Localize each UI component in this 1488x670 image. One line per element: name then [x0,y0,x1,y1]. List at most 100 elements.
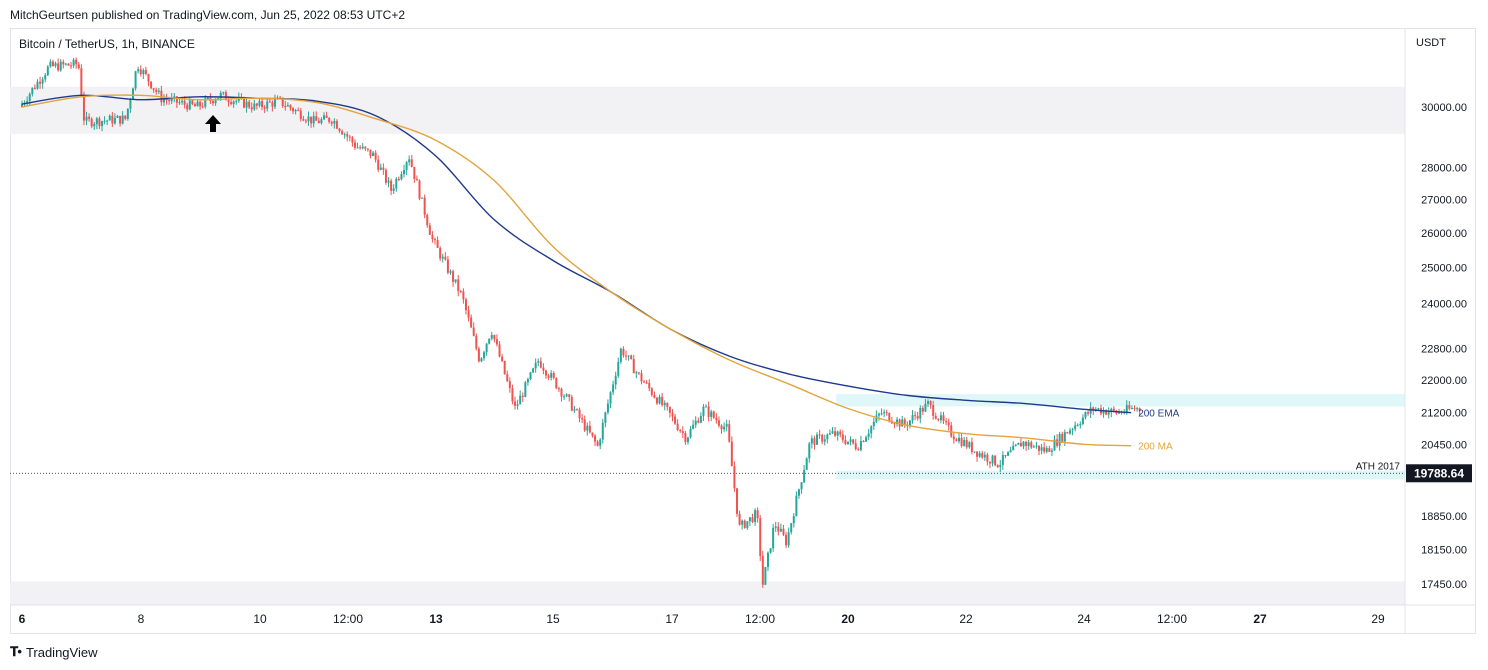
candle-body-419 [1102,410,1105,414]
x-tick-label: 13 [429,612,443,626]
candle-body-153 [415,178,418,181]
candle-body-39 [121,115,124,124]
candle-body-13 [54,63,57,66]
candle-body-17 [64,63,67,65]
candle-body-243 [648,382,651,389]
candle-body-212 [568,394,571,398]
candle-body-167 [452,271,455,282]
candle-body-49 [147,74,150,82]
candle-body-193 [519,395,522,405]
candle-body-133 [364,146,367,149]
candle-body-379 [999,464,1002,468]
candle-body-125 [343,134,346,136]
candle-body-214 [573,409,576,411]
candle-body-357 [942,415,945,421]
current-price-label: 19788.64 [1414,466,1464,480]
candle-body-216 [578,409,581,419]
series-label-0: 200 EMA [1138,409,1179,420]
candle-body-263 [699,415,702,423]
candle-body-273 [725,424,728,427]
candle-body-97 [271,102,274,107]
candle-body-42 [129,99,132,109]
candle-body-203 [544,370,547,376]
candle-body-363 [957,437,960,442]
candle-body-197 [529,372,532,380]
candle-body-237 [632,359,635,374]
candle-body-189 [508,381,511,389]
candle-body-150 [408,159,411,163]
candle-body-297 [787,532,790,546]
candle-body-299 [792,516,795,524]
candle-body-236 [630,355,633,360]
candle-body-403 [1061,433,1064,442]
candle-body-165 [446,259,449,273]
candle-body-364 [960,437,963,446]
candle-body-137 [374,152,377,160]
candle-body-317 [839,431,842,435]
zone-support-1 [10,581,1405,605]
candle-body-242 [645,382,648,384]
candle-body-134 [366,148,369,150]
candle-body-298 [790,523,793,533]
candle-body-151 [410,159,413,167]
candle-body-112 [310,116,313,124]
candle-body-7 [39,81,42,84]
candle-body-241 [643,381,646,383]
candle-body-43 [131,88,134,100]
candle-body-57 [168,100,171,102]
y-tick-label: 24000.00 [1421,298,1467,310]
candle-body-22 [77,64,80,69]
candle-body-428 [1125,405,1128,413]
candle-body-342 [903,419,906,426]
candle-body-288 [764,566,767,585]
candle-body-75 [214,100,217,104]
y-tick-label: 28000.00 [1421,163,1467,175]
candle-body-412 [1084,412,1087,418]
candle-body-145 [395,178,398,189]
candle-body-244 [650,388,653,395]
candle-body-410 [1079,424,1082,426]
candle-body-32 [103,120,106,122]
candle-body-146 [397,178,400,180]
x-tick-label: 15 [546,612,560,626]
candle-body-139 [379,167,382,170]
candle-body-321 [849,439,852,442]
candle-body-47 [142,70,145,75]
candle-body-33 [106,120,109,122]
chart-frame[interactable] [10,28,1476,634]
x-tick-label: 29 [1371,612,1385,626]
candle-body-231 [617,361,620,376]
candle-body-143 [390,180,393,191]
y-tick-label: 30000.00 [1421,102,1467,114]
candle-body-232 [619,348,622,362]
candle-body-397 [1045,448,1048,452]
candle-body-414 [1089,407,1092,414]
candle-body-209 [560,388,563,397]
candle-body-350 [924,403,927,412]
candle-body-20 [72,59,75,66]
candle-body-308 [816,434,819,445]
candle-body-163 [441,256,444,259]
candle-body-286 [759,518,762,556]
candle-body-10 [46,66,49,76]
candle-body-422 [1110,408,1113,413]
candle-body-366 [965,439,968,448]
candle-body-40 [124,115,127,119]
candle-body-168 [454,279,457,282]
candle-body-367 [968,442,971,448]
candle-body-349 [921,408,924,412]
candle-body-59 [173,96,176,98]
footer-brand[interactable]: 𝐓• TradingView [10,644,97,660]
candle-body-358 [945,420,948,423]
candle-body-123 [338,128,341,132]
candle-body-169 [457,279,460,292]
candle-body-94 [263,107,266,109]
candle-body-67 [193,104,196,107]
candle-body-356 [939,415,942,421]
candle-body-264 [702,406,705,416]
candle-body-44 [134,71,137,89]
candle-body-141 [384,169,387,183]
candle-body-58 [170,97,173,102]
candle-body-46 [139,69,142,75]
